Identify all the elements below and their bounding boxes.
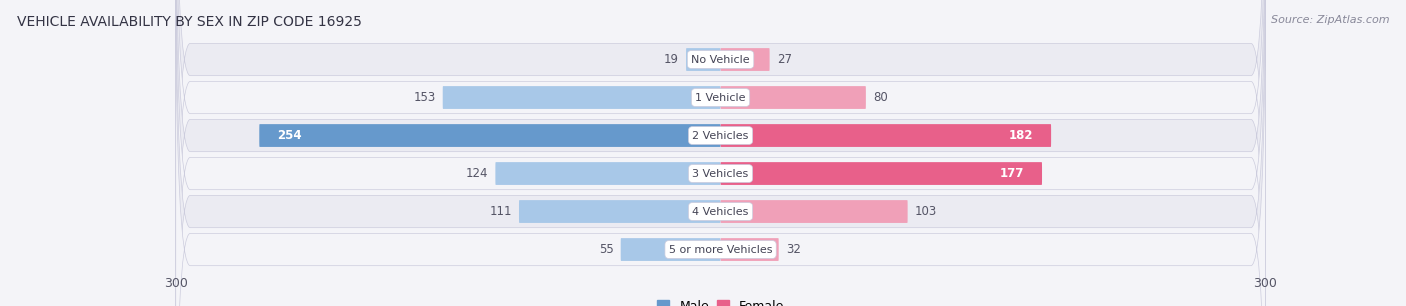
Text: 19: 19 (664, 53, 679, 66)
Text: 153: 153 (413, 91, 436, 104)
FancyBboxPatch shape (495, 162, 721, 185)
Text: 177: 177 (1000, 167, 1024, 180)
FancyBboxPatch shape (176, 0, 1265, 306)
Text: 27: 27 (778, 53, 792, 66)
Text: 3 Vehicles: 3 Vehicles (692, 169, 749, 178)
Text: 32: 32 (786, 243, 801, 256)
Text: 5 or more Vehicles: 5 or more Vehicles (669, 244, 772, 255)
FancyBboxPatch shape (176, 0, 1265, 306)
Text: 254: 254 (277, 129, 302, 142)
FancyBboxPatch shape (721, 124, 1052, 147)
Text: No Vehicle: No Vehicle (692, 54, 749, 65)
FancyBboxPatch shape (721, 200, 908, 223)
FancyBboxPatch shape (519, 200, 721, 223)
FancyBboxPatch shape (721, 48, 769, 71)
Text: 111: 111 (489, 205, 512, 218)
Text: Source: ZipAtlas.com: Source: ZipAtlas.com (1271, 15, 1389, 25)
FancyBboxPatch shape (176, 0, 1265, 306)
Legend: Male, Female: Male, Female (652, 295, 789, 306)
FancyBboxPatch shape (176, 0, 1265, 306)
FancyBboxPatch shape (259, 124, 721, 147)
Text: 1 Vehicle: 1 Vehicle (696, 92, 745, 103)
FancyBboxPatch shape (620, 238, 721, 261)
Text: 80: 80 (873, 91, 887, 104)
FancyBboxPatch shape (721, 86, 866, 109)
FancyBboxPatch shape (443, 86, 721, 109)
FancyBboxPatch shape (176, 0, 1265, 306)
Text: 182: 182 (1008, 129, 1033, 142)
FancyBboxPatch shape (721, 162, 1042, 185)
Text: 55: 55 (599, 243, 613, 256)
Text: 103: 103 (915, 205, 938, 218)
Text: 4 Vehicles: 4 Vehicles (692, 207, 749, 217)
Text: 124: 124 (465, 167, 488, 180)
Text: 2 Vehicles: 2 Vehicles (692, 131, 749, 140)
FancyBboxPatch shape (721, 238, 779, 261)
FancyBboxPatch shape (176, 0, 1265, 306)
FancyBboxPatch shape (686, 48, 721, 71)
Text: VEHICLE AVAILABILITY BY SEX IN ZIP CODE 16925: VEHICLE AVAILABILITY BY SEX IN ZIP CODE … (17, 15, 361, 29)
